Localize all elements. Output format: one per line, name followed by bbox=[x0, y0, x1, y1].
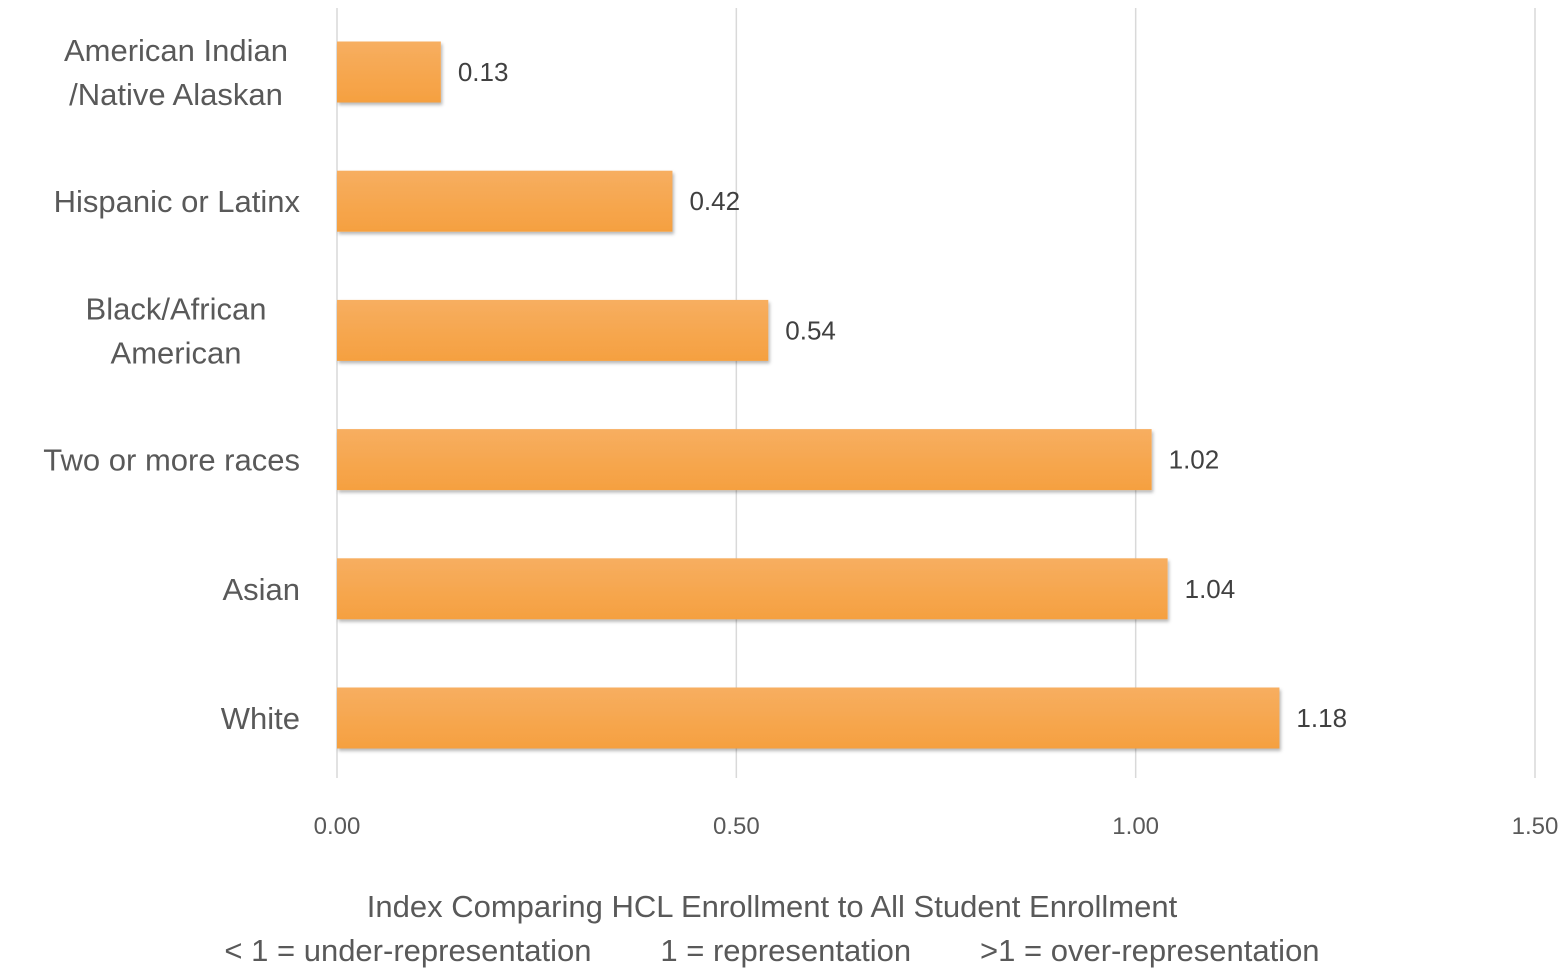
bar-4 bbox=[337, 558, 1168, 620]
category-label-5: White bbox=[221, 701, 300, 736]
category-label-4: Asian bbox=[222, 572, 300, 607]
x-tick-label-0: 0.00 bbox=[314, 813, 361, 840]
category-label-5-line-0: White bbox=[221, 701, 300, 736]
x-tick-label-2: 1.00 bbox=[1112, 813, 1159, 840]
x-axis-ticks: 0.00 0.50 1.00 1.50 bbox=[314, 813, 1559, 840]
category-label-0: American Indian/Native Alaskan bbox=[64, 33, 288, 112]
category-label-2-line-1: American bbox=[111, 335, 242, 370]
category-label-1: Hispanic or Latinx bbox=[54, 184, 301, 219]
value-label-1: 0.42 bbox=[689, 186, 740, 216]
value-label-5: 1.18 bbox=[1296, 703, 1347, 733]
bar-5 bbox=[337, 687, 1280, 749]
x-tick-label-1: 0.50 bbox=[713, 813, 760, 840]
bar-2 bbox=[337, 299, 769, 361]
bar-3 bbox=[337, 429, 1152, 491]
bar-0 bbox=[337, 41, 441, 103]
x-tick-label-3: 1.50 bbox=[1512, 813, 1559, 840]
gridlines bbox=[336, 8, 1536, 778]
value-label-2: 0.54 bbox=[785, 315, 836, 345]
x-axis-title-line-0: Index Comparing HCL Enrollment to All St… bbox=[367, 889, 1178, 924]
x-axis-title-line-1: < 1 = under-representation 1 = represent… bbox=[224, 933, 1319, 968]
value-label-3: 1.02 bbox=[1169, 445, 1220, 475]
bars bbox=[337, 41, 1280, 749]
category-label-3-line-0: Two or more races bbox=[43, 443, 300, 478]
value-label-4: 1.04 bbox=[1185, 574, 1236, 604]
value-label-0: 0.13 bbox=[458, 57, 509, 87]
category-label-2: Black/African American bbox=[86, 291, 267, 370]
category-label-2-line-0: Black/African bbox=[86, 291, 267, 326]
category-label-0-line-1: /Native Alaskan bbox=[69, 77, 283, 112]
bar-1 bbox=[337, 170, 673, 232]
category-label-3: Two or more races bbox=[43, 443, 300, 478]
category-label-0-line-0: American Indian bbox=[64, 33, 288, 68]
category-label-1-line-0: Hispanic or Latinx bbox=[54, 184, 301, 219]
x-axis-title: Index Comparing HCL Enrollment to All St… bbox=[224, 889, 1319, 968]
category-label-4-line-0: Asian bbox=[222, 572, 300, 607]
value-labels: 0.13 0.42 0.54 1.02 1.04 1.18 bbox=[458, 57, 1347, 733]
category-labels: American Indian/Native Alaskan Hispanic o… bbox=[43, 33, 300, 736]
